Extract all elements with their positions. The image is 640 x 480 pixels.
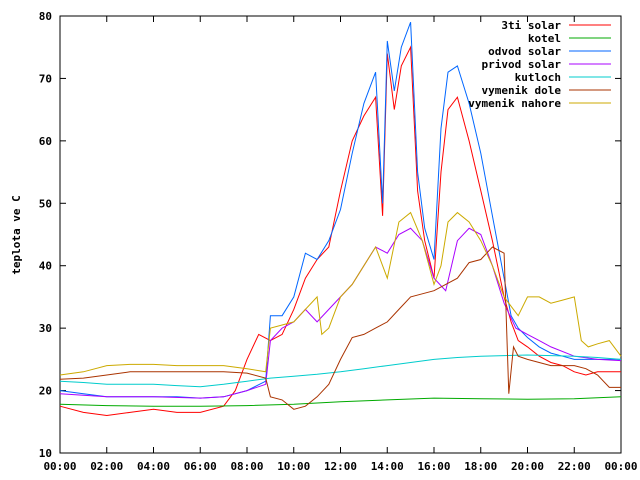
series-layer <box>59 22 622 417</box>
x-tick-label: 00:00 <box>43 460 76 473</box>
y-tick-label: 20 <box>39 385 52 398</box>
y-axis-title: teplota ve C <box>10 195 23 274</box>
legend-label: 3ti solar <box>501 19 561 32</box>
series-line-privod-solar <box>59 227 622 399</box>
x-tick-label: 02:00 <box>90 460 123 473</box>
y-tick-label: 70 <box>39 72 52 85</box>
series-line-kutloch <box>59 354 622 388</box>
x-tick-label: 20:00 <box>511 460 544 473</box>
x-tick-label: 14:00 <box>371 460 404 473</box>
x-tick-label: 12:00 <box>324 460 357 473</box>
y-tick-label: 30 <box>39 322 52 335</box>
y-tick-label: 80 <box>39 10 52 23</box>
legend-label: vymenik dole <box>482 84 562 97</box>
y-axis: 10 20 30 40 50 60 70 80 <box>39 10 621 460</box>
x-tick-label: 08:00 <box>230 460 263 473</box>
x-tick-label: 06:00 <box>184 460 217 473</box>
x-tick-label: 10:00 <box>277 460 310 473</box>
legend-label: kotel <box>528 32 561 45</box>
y-tick-label: 40 <box>39 260 52 273</box>
x-tick-label: 18:00 <box>464 460 497 473</box>
legend-label: kutloch <box>515 71 561 84</box>
series-line-3ti-solar <box>59 45 621 417</box>
y-tick-label: 50 <box>39 197 52 210</box>
series-line-vymenik-dole <box>59 246 621 410</box>
x-tick-label: 22:00 <box>558 460 591 473</box>
x-tick-label: 16:00 <box>417 460 450 473</box>
y-tick-label: 10 <box>39 447 52 460</box>
x-tick-label: 04:00 <box>137 460 170 473</box>
x-tick-label: 00:00 <box>604 460 637 473</box>
legend-label: odvod solar <box>488 45 561 58</box>
series-line-kotel <box>59 396 622 407</box>
series-line-vymenik-nahore <box>59 211 622 376</box>
y-tick-label: 60 <box>39 135 52 148</box>
x-axis: 00:00 02:00 04:00 06:00 08:00 10:00 12:00 14:00… <box>43 16 638 473</box>
legend-label: vymenik nahore <box>468 97 561 110</box>
legend-label: privod solar <box>482 58 562 71</box>
